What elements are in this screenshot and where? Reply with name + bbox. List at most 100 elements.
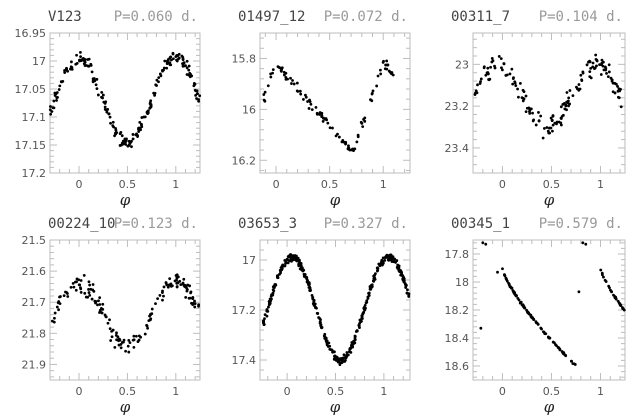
data-point	[165, 283, 169, 287]
data-point	[589, 76, 593, 80]
data-point	[524, 110, 528, 114]
data-point	[486, 66, 490, 70]
x-tick-label: 0	[499, 385, 506, 398]
data-point	[128, 142, 132, 145]
data-point	[53, 311, 57, 315]
data-point	[62, 294, 66, 298]
data-point	[166, 58, 170, 62]
data-point	[328, 347, 332, 351]
data-point	[115, 331, 118, 335]
data-point	[361, 125, 365, 129]
data-point	[198, 94, 202, 98]
data-point	[363, 116, 367, 120]
y-tick-label: 21.9	[22, 358, 47, 371]
data-point	[114, 126, 118, 130]
period-label: P=0.060 d.	[114, 9, 198, 25]
x-axis-label: φ	[120, 398, 131, 416]
data-point	[193, 305, 197, 309]
data-point	[484, 242, 488, 246]
data-point	[91, 283, 95, 286]
data-point	[311, 296, 315, 300]
data-point	[551, 114, 555, 117]
data-point	[82, 273, 86, 277]
data-point	[267, 305, 270, 309]
data-point	[516, 297, 520, 300]
x-axis-label: φ	[330, 191, 341, 209]
data-point	[599, 73, 603, 76]
data-point	[187, 64, 191, 68]
data-point	[491, 59, 495, 63]
data-point	[163, 59, 167, 63]
data-point	[397, 269, 401, 273]
data-point	[389, 255, 393, 259]
data-point	[328, 344, 332, 348]
data-point	[373, 276, 376, 280]
y-tick-label: 17.2	[232, 304, 257, 317]
data-point	[120, 134, 124, 138]
data-point	[268, 300, 272, 304]
data-point	[148, 314, 151, 318]
data-point	[126, 344, 130, 348]
data-point	[194, 93, 198, 97]
data-point	[94, 83, 98, 87]
data-point	[289, 76, 292, 80]
data-point	[181, 281, 185, 285]
data-point	[505, 279, 509, 283]
data-point	[371, 89, 375, 93]
data-point	[386, 63, 390, 67]
data-point	[314, 105, 318, 109]
data-point	[376, 74, 380, 78]
data-point	[600, 58, 604, 62]
data-point	[302, 98, 305, 101]
data-point	[572, 362, 576, 366]
data-point	[333, 354, 337, 358]
data-point	[161, 291, 164, 294]
plot-frame	[49, 32, 201, 174]
data-point	[588, 60, 592, 64]
data-point	[188, 284, 192, 288]
data-point	[357, 324, 361, 328]
data-point	[616, 95, 620, 99]
data-point	[113, 346, 117, 349]
data-point	[359, 320, 363, 324]
data-point	[502, 273, 506, 277]
data-point	[577, 83, 581, 86]
panel-title: V123	[48, 9, 82, 25]
data-point	[600, 61, 604, 65]
data-point	[319, 326, 323, 330]
data-point	[64, 290, 67, 294]
x-tick-label: 0.5	[327, 385, 345, 398]
data-point	[400, 273, 404, 277]
data-point	[616, 85, 619, 88]
data-point	[154, 83, 158, 87]
y-tick-label: 23.4	[445, 142, 470, 155]
data-point	[140, 116, 144, 119]
data-point	[474, 91, 477, 95]
data-point	[355, 140, 359, 144]
data-point	[57, 308, 60, 312]
data-point	[108, 318, 111, 322]
data-point	[69, 65, 73, 69]
data-point	[527, 107, 531, 110]
data-point	[52, 99, 56, 103]
data-point	[584, 242, 588, 246]
data-point	[168, 277, 172, 281]
data-point	[577, 290, 581, 294]
data-point	[122, 340, 125, 344]
data-point	[143, 332, 147, 336]
data-point	[69, 285, 73, 289]
data-point	[185, 59, 189, 63]
data-point	[335, 357, 339, 361]
data-point	[117, 339, 120, 343]
data-point	[542, 126, 546, 130]
data-point	[169, 58, 173, 62]
data-point	[324, 336, 328, 340]
x-axis-label: φ	[544, 191, 555, 209]
data-point	[516, 87, 519, 91]
data-point	[605, 71, 608, 75]
data-point	[321, 120, 325, 123]
data-point	[53, 91, 57, 95]
data-point	[165, 60, 169, 64]
data-point	[79, 55, 82, 58]
data-point	[307, 283, 311, 287]
